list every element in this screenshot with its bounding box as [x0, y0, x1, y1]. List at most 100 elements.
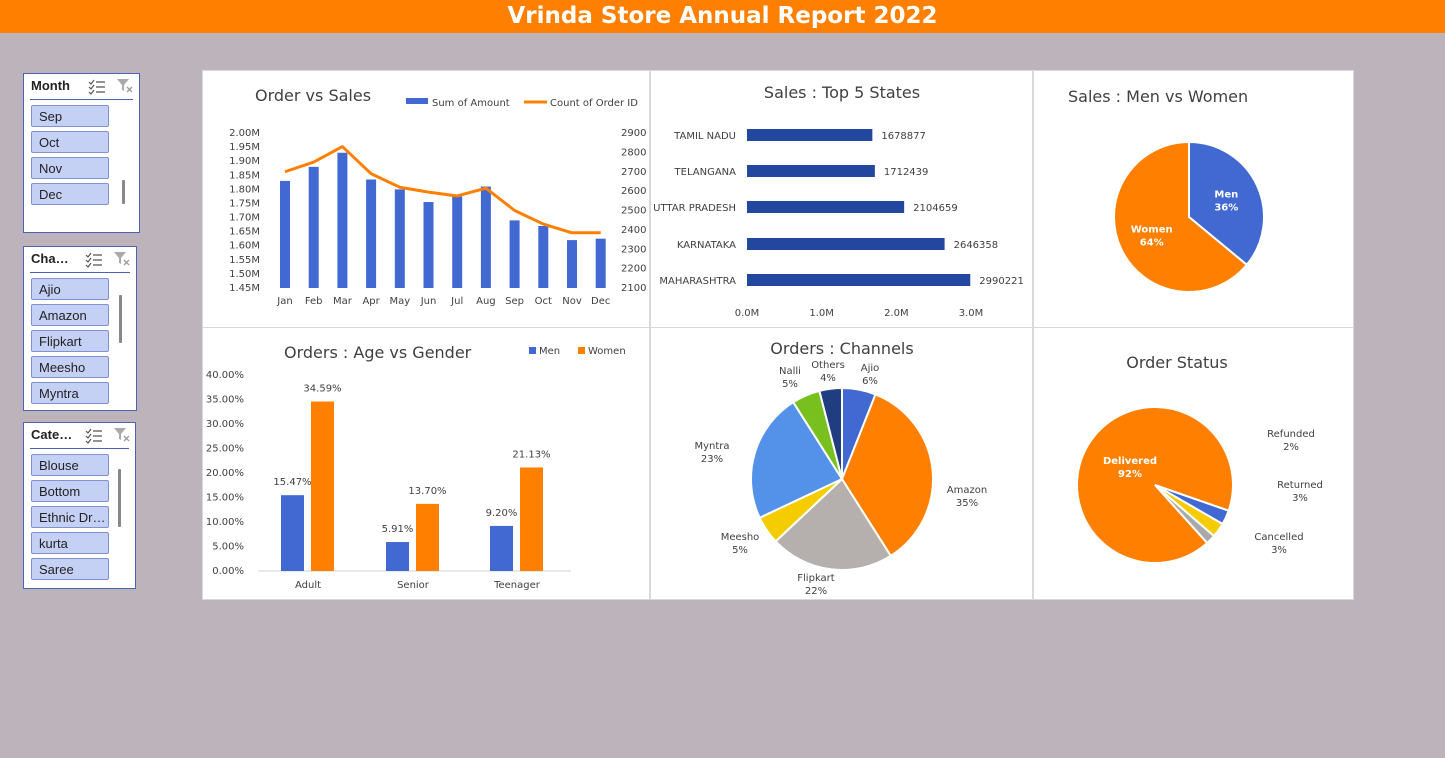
bar — [747, 274, 971, 286]
pie-value: 3% — [1271, 545, 1287, 556]
pie-label: Cancelled — [1254, 532, 1303, 543]
slicer-scrollbar[interactable] — [118, 469, 121, 527]
x-tick: Jun — [420, 296, 437, 307]
clear-filter-icon[interactable] — [116, 78, 134, 94]
y-tick: 30.00% — [206, 419, 244, 430]
x-tick: 0.0M — [735, 308, 760, 319]
bar — [520, 467, 543, 571]
order-status-chart[interactable]: Order Status Delivered 92% Refunded 2% Return… — [1033, 327, 1354, 600]
category-slicer-title: Category — [31, 427, 77, 442]
data-label: 34.59% — [303, 384, 341, 395]
multi-select-icon[interactable] — [85, 252, 103, 268]
data-label: 2990221 — [979, 276, 1024, 287]
legend-swatch — [578, 347, 585, 354]
y-tick: 35.00% — [206, 395, 244, 406]
y-tick-left: 1.50M — [229, 269, 260, 280]
age-vs-gender-chart[interactable]: Orders : Age vs Gender 0.00% 5.00% 10.00% 15… — [202, 327, 650, 600]
x-tick: Mar — [333, 296, 353, 307]
y-tick-left: 1.90M — [229, 156, 260, 167]
y-tick: TAMIL NADU — [673, 131, 736, 142]
pie-slice-amazon — [840, 393, 934, 558]
bar — [509, 220, 520, 288]
pie-label: Delivered — [1103, 456, 1157, 467]
bar — [567, 240, 577, 288]
slicer-item-myntra[interactable]: Myntra — [31, 382, 109, 404]
bar — [366, 179, 377, 288]
bar — [281, 495, 304, 571]
data-label: 2646358 — [954, 240, 999, 251]
y-tick-right: 2300 — [621, 244, 646, 255]
slicer-item-flipkart[interactable]: Flipkart — [31, 330, 109, 352]
chart-title: Sales : Men vs Women — [1068, 87, 1248, 106]
data-label: 9.20% — [486, 508, 518, 519]
multi-select-icon[interactable] — [85, 428, 103, 444]
legend-swatch — [529, 347, 536, 354]
slicer-item-amazon[interactable]: Amazon — [31, 304, 109, 326]
slicer-item-oct[interactable]: Oct — [31, 131, 109, 153]
slicer-item-saree[interactable]: Saree — [31, 558, 109, 580]
y-tick-right: 2400 — [621, 225, 646, 236]
slicer-item-ajio[interactable]: Ajio — [31, 278, 109, 300]
y-tick: 0.00% — [212, 566, 244, 577]
slicer-item-meesho[interactable]: Meesho — [31, 356, 109, 378]
multi-select-icon[interactable] — [88, 79, 106, 95]
bar — [480, 186, 491, 288]
slicer-item-nov[interactable]: Nov — [31, 157, 109, 179]
y-tick-left: 1.85M — [229, 170, 260, 181]
pie-label: Flipkart — [797, 573, 835, 584]
y-tick: 15.00% — [206, 493, 244, 504]
month-slicer[interactable]: Month Sep Oct Nov Dec — [23, 73, 140, 233]
y-tick: 20.00% — [206, 468, 244, 479]
bar — [747, 129, 873, 141]
data-label: 2104659 — [913, 203, 958, 214]
channels-chart[interactable]: Orders : Channels Ajio 6% Amazon 35% Flipkart… — [650, 327, 1033, 600]
x-tick: Nov — [562, 296, 582, 307]
slicer-item-bottom[interactable]: Bottom — [31, 480, 109, 502]
y-tick: TELANGANA — [674, 167, 737, 178]
bar — [452, 196, 463, 288]
x-tick: Jan — [276, 296, 292, 307]
y-tick-left: 1.75M — [229, 198, 260, 209]
data-label: 1678877 — [881, 131, 926, 142]
men-vs-women-chart[interactable]: Sales : Men vs Women Men 36% Women 64% — [1033, 70, 1354, 328]
slicer-item-blouse[interactable]: Blouse — [31, 454, 109, 476]
y-tick-right: 2100 — [621, 283, 646, 294]
pie-label: Others — [811, 360, 845, 371]
slicer-item-kurta[interactable]: kurta — [31, 532, 109, 554]
pie-slice-men — [1188, 140, 1265, 267]
y-tick-right: 2800 — [621, 147, 646, 158]
category-slicer[interactable]: Category Blouse Bottom Ethnic Dress kurt… — [23, 422, 136, 589]
report-title: Vrinda Store Annual Report 2022 — [0, 0, 1445, 33]
legend-label: Men — [539, 346, 560, 357]
slicer-item-ethnic-dress[interactable]: Ethnic Dress — [31, 506, 109, 528]
pie-value: 3% — [1292, 493, 1308, 504]
bar — [490, 525, 513, 571]
y-tick-left: 1.70M — [229, 213, 260, 224]
pie-slice-others — [818, 386, 843, 480]
slicer-item-sep[interactable]: Sep — [31, 105, 109, 127]
slicer-item-dec[interactable]: Dec — [31, 183, 109, 205]
bar — [416, 503, 439, 571]
order-vs-sales-chart[interactable]: Order vs Sales 1.45M 1.50M 1.55M 1.60M 1.65M 1… — [202, 70, 650, 328]
chart-title: Orders : Channels — [770, 339, 913, 358]
channel-slicer-title: Channel — [31, 251, 75, 266]
clear-filter-icon[interactable] — [113, 251, 131, 267]
pie-label: Amazon — [947, 485, 987, 496]
chart-title: Order Status — [1126, 353, 1228, 372]
y-tick-right: 2500 — [621, 206, 646, 217]
y-tick-left: 1.60M — [229, 241, 260, 252]
legend-label: Sum of Amount — [432, 98, 510, 109]
pie-value: 36% — [1214, 202, 1238, 213]
bar — [423, 202, 434, 288]
pie-slice-women — [1113, 140, 1249, 293]
series-line — [284, 145, 601, 235]
y-tick-right: 2900 — [621, 128, 646, 139]
pie-value: 92% — [1118, 469, 1142, 480]
pie-slice-returned — [1154, 484, 1224, 538]
clear-filter-icon[interactable] — [113, 427, 131, 443]
slicer-scrollbar[interactable] — [119, 295, 122, 343]
y-tick: MAHARASHTRA — [659, 276, 736, 287]
channel-slicer[interactable]: Channel Ajio Amazon Flipkart Meesho Mynt… — [23, 246, 137, 411]
slicer-scrollbar[interactable] — [122, 180, 125, 204]
top-states-chart[interactable]: Sales : Top 5 States TAMIL NADU 1678877 TEL… — [650, 70, 1033, 328]
